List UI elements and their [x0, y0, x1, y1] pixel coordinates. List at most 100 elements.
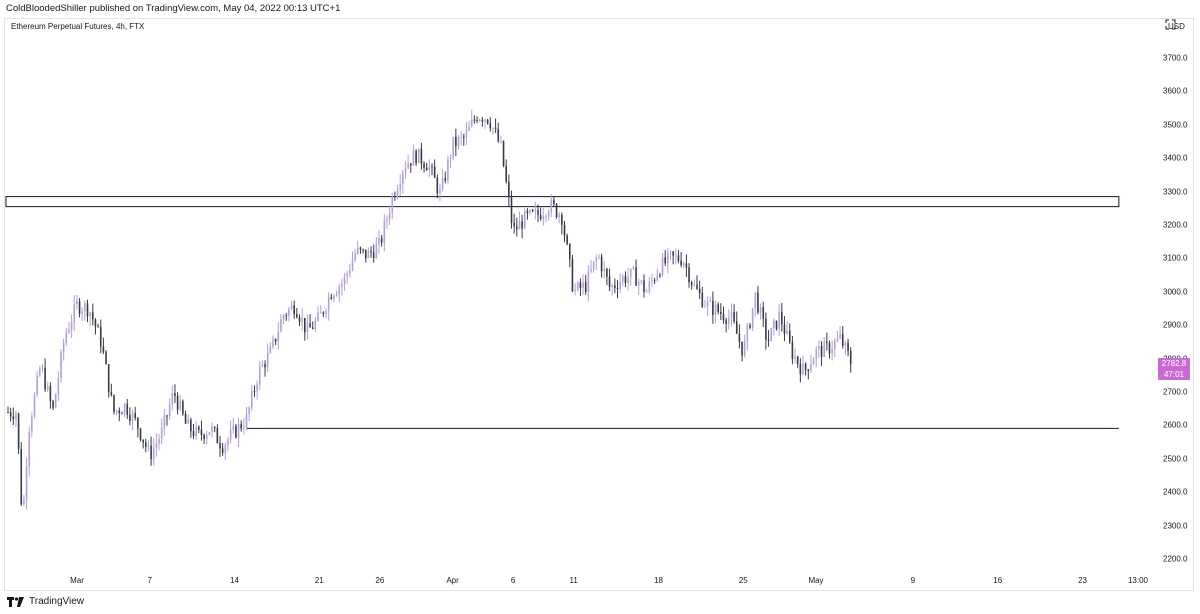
- price-tick-label: 3600.0: [1163, 86, 1188, 96]
- candle: [844, 340, 847, 356]
- price-tick-label: 2900.0: [1163, 320, 1188, 330]
- candle: [298, 314, 301, 327]
- candle: [608, 268, 611, 292]
- candle: [812, 357, 815, 365]
- candle: [402, 170, 404, 194]
- candle: [296, 308, 298, 319]
- candle: [523, 208, 526, 230]
- candle: [33, 391, 36, 419]
- candle: [155, 433, 158, 457]
- candle: [762, 301, 765, 327]
- candle: [696, 275, 698, 290]
- candle: [669, 250, 672, 260]
- candle: [781, 302, 783, 332]
- candle: [423, 161, 425, 173]
- candle: [606, 267, 608, 286]
- candle: [57, 371, 60, 401]
- candle: [775, 320, 778, 331]
- candle: [219, 435, 221, 457]
- time-tick-label: 23: [1078, 576, 1087, 585]
- candle: [52, 399, 54, 410]
- candle: [773, 318, 775, 336]
- candle: [603, 261, 606, 279]
- candle: [253, 385, 256, 397]
- footer-brand[interactable]: TradingView: [7, 596, 84, 607]
- candle: [587, 265, 590, 302]
- candle: [274, 338, 277, 346]
- candle: [41, 364, 44, 373]
- candle: [346, 270, 348, 285]
- time-tick-label: 18: [654, 576, 663, 585]
- candle: [84, 300, 86, 321]
- candle: [97, 323, 99, 328]
- candle: [301, 308, 303, 331]
- candle: [643, 274, 645, 298]
- candle: [807, 368, 810, 380]
- candle: [330, 293, 333, 300]
- candle: [81, 307, 83, 321]
- candle: [659, 272, 661, 278]
- candle: [412, 144, 415, 166]
- candle: [754, 292, 757, 317]
- candle: [433, 159, 436, 178]
- candle: [614, 278, 616, 294]
- candle: [463, 133, 465, 146]
- candle: [579, 278, 582, 296]
- candle: [179, 394, 182, 412]
- candle: [240, 420, 242, 432]
- candle: [182, 399, 184, 416]
- candle: [677, 250, 680, 264]
- candle: [314, 316, 317, 332]
- candle: [7, 406, 9, 414]
- candle: [272, 335, 274, 350]
- candle: [166, 414, 168, 426]
- time-tick-label: 13:00: [1127, 576, 1149, 585]
- candle: [508, 174, 510, 207]
- candle: [767, 330, 770, 347]
- time-tick-label: 9: [910, 576, 916, 585]
- candle: [31, 412, 33, 438]
- time-tick-label: Mar: [70, 576, 84, 585]
- candle: [455, 128, 457, 156]
- candle: [478, 118, 481, 123]
- candle: [712, 291, 714, 324]
- time-tick-label: Apr: [446, 576, 459, 585]
- candle: [70, 314, 73, 339]
- candle: [584, 274, 587, 295]
- candle: [264, 360, 266, 377]
- candle: [791, 335, 794, 365]
- footer-brand-label: TradingView: [29, 596, 85, 607]
- candle: [20, 442, 23, 506]
- candle: [420, 142, 423, 170]
- candle: [39, 365, 41, 378]
- candle: [285, 312, 288, 321]
- resistance-zone[interactable]: [5, 196, 1120, 208]
- candle: [595, 254, 598, 271]
- candle: [235, 423, 237, 439]
- candle: [661, 252, 664, 277]
- candle: [675, 248, 677, 265]
- candle: [640, 279, 643, 285]
- expand-icon[interactable]: [1165, 19, 1176, 30]
- price-tick-label: 3000.0: [1163, 287, 1188, 297]
- candle: [327, 292, 330, 321]
- candle: [521, 214, 523, 239]
- candle: [107, 364, 110, 398]
- candle: [139, 427, 142, 442]
- candle: [513, 213, 515, 234]
- price-tick-label: 3400.0: [1163, 153, 1188, 163]
- candle: [714, 300, 717, 323]
- candle: [534, 201, 537, 220]
- candle: [89, 311, 91, 327]
- candle: [757, 285, 759, 315]
- candle: [364, 249, 367, 263]
- candle: [555, 203, 558, 219]
- candle: [386, 215, 388, 230]
- candle: [121, 411, 123, 415]
- candle: [190, 417, 192, 438]
- time-tick-label: 7: [147, 576, 152, 585]
- candle: [203, 433, 205, 444]
- candle: [142, 439, 144, 449]
- candle: [213, 426, 216, 433]
